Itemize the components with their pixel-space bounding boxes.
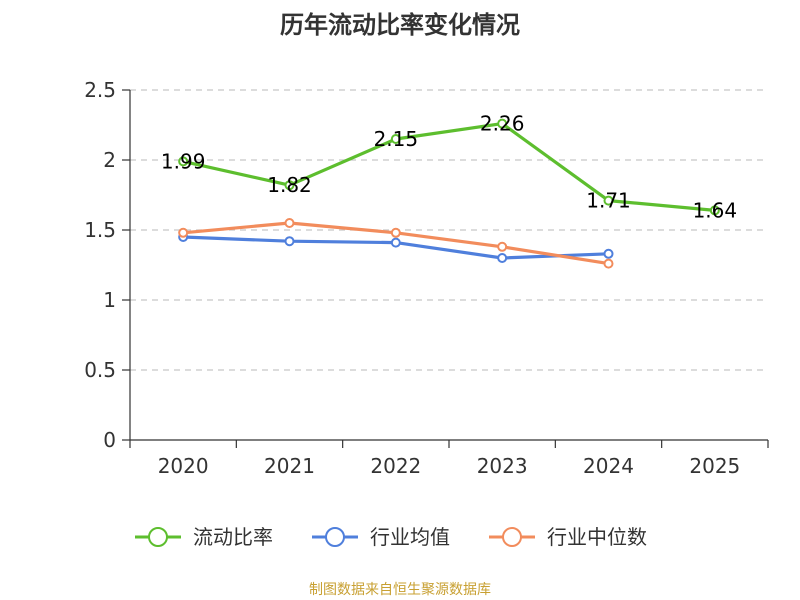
- data-label: 2.15: [374, 127, 419, 151]
- y-tick-label: 0.5: [84, 358, 116, 382]
- data-label: 1.82: [267, 173, 312, 197]
- legend-label: 行业均值: [370, 525, 450, 549]
- series-2: [178, 218, 614, 269]
- data-point[interactable]: [284, 236, 295, 247]
- legend-label: 行业中位数: [547, 525, 647, 549]
- x-tick-label: 2020: [158, 454, 209, 478]
- x-tick-label: 2024: [583, 454, 634, 478]
- x-tick-label: 2023: [477, 454, 528, 478]
- source-note: 制图数据来自恒生聚源数据库: [309, 582, 491, 598]
- data-point[interactable]: [709, 205, 720, 216]
- grid: [130, 89, 768, 371]
- x-tick-label: 2025: [689, 454, 740, 478]
- chart-title: 历年流动比率变化情况: [280, 11, 520, 39]
- data-label: 1.64: [693, 198, 738, 222]
- data-point[interactable]: [497, 253, 508, 263]
- legend-marker: [502, 527, 522, 547]
- legend-label: 流动比率: [193, 525, 273, 549]
- data-point[interactable]: [603, 195, 614, 206]
- y-tick-label: 2: [103, 148, 116, 172]
- legend-marker: [148, 527, 168, 547]
- legend-item-1[interactable]: 行业均值: [312, 525, 450, 549]
- y-tick-label: 0: [103, 428, 116, 452]
- series: [178, 118, 720, 269]
- data-point[interactable]: [603, 258, 614, 269]
- y-tick-label: 1.5: [84, 218, 116, 242]
- data-label: 1.99: [161, 149, 206, 173]
- data-label: 1.71: [586, 189, 631, 213]
- x-tick-label: 2021: [264, 454, 315, 478]
- x-tick-label: 2022: [370, 454, 421, 478]
- data-point[interactable]: [497, 118, 508, 129]
- y-tick-label: 2.5: [84, 78, 116, 102]
- data-point[interactable]: [390, 134, 401, 144]
- data-labels: 1.99 1.82 2.15 2.26 1.71 1.64: [161, 112, 737, 223]
- data-point[interactable]: [284, 218, 295, 228]
- data-point[interactable]: [603, 248, 614, 259]
- legend[interactable]: 流动比率 行业均值 行业中位数: [135, 525, 647, 549]
- data-point[interactable]: [390, 227, 401, 238]
- legend-item-2[interactable]: 行业中位数: [489, 525, 647, 549]
- series-0: [178, 118, 720, 216]
- legend-item-0[interactable]: 流动比率: [135, 525, 273, 549]
- data-point[interactable]: [497, 241, 508, 252]
- data-point[interactable]: [178, 156, 189, 167]
- legend-marker: [325, 527, 345, 547]
- data-point[interactable]: [390, 237, 401, 248]
- data-label: 2.26: [480, 112, 525, 136]
- axes: 0 0.5 1 1.5 2 2.5 2020 2021 2022 2023 2024 2025: [84, 78, 769, 478]
- data-point[interactable]: [284, 180, 295, 191]
- data-point[interactable]: [178, 227, 189, 238]
- series-line: [182, 122, 715, 212]
- y-tick-label: 1: [103, 288, 116, 312]
